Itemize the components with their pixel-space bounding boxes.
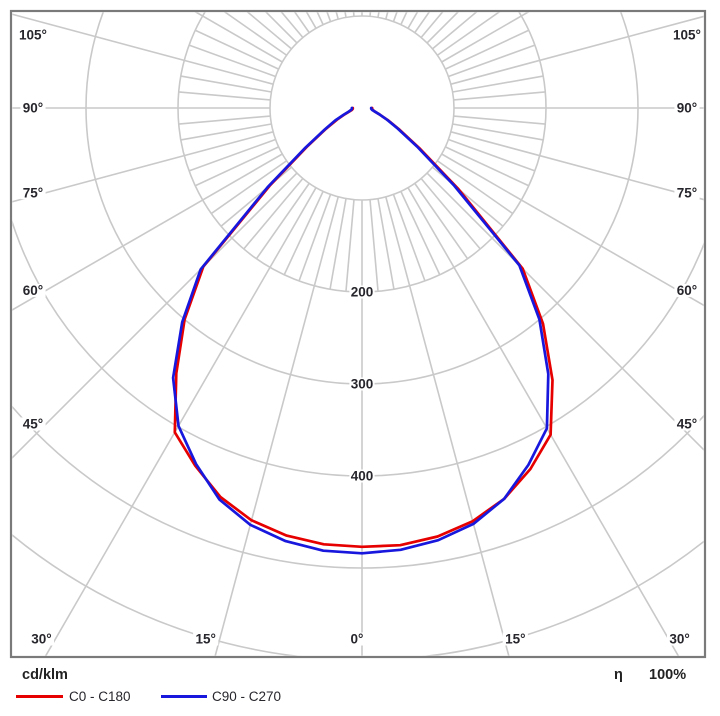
polar-grid	[12, 12, 704, 656]
grid-spoke-minor	[194, 29, 279, 70]
grid-spoke-minor	[453, 115, 546, 125]
angle-label-right: 90°	[677, 101, 697, 116]
angle-label-left: 75°	[23, 185, 43, 200]
grid-spoke-minor	[298, 194, 332, 282]
grid-spoke-minor	[329, 198, 347, 290]
grid-spoke-minor	[243, 177, 304, 250]
grid-spoke-minor	[188, 138, 276, 172]
ring-label: 200	[351, 285, 374, 300]
grid-spoke-minor	[210, 160, 288, 215]
grid-spoke-minor	[436, 12, 500, 56]
grid-spoke-minor	[283, 191, 324, 276]
grid-spoke-minor	[445, 146, 530, 187]
grid-spoke-major	[450, 131, 704, 201]
angle-label-right: 45°	[677, 417, 697, 432]
grid-spoke-major	[12, 131, 274, 203]
grid-spoke-minor	[224, 12, 288, 56]
grid-spoke-minor	[369, 199, 379, 292]
grid-spoke-minor	[180, 75, 272, 93]
angle-label-bottom: 30°	[669, 632, 689, 647]
angle-label-right: 60°	[677, 283, 697, 298]
grid-spoke-major	[450, 15, 704, 85]
grid-spoke-minor	[431, 12, 478, 50]
grid-spoke-major	[214, 196, 339, 656]
grid-spoke-major	[441, 153, 704, 307]
grid-spoke-minor	[414, 182, 469, 260]
grid-spoke-major	[12, 13, 274, 85]
grid-spoke-minor	[180, 123, 272, 141]
grid-spoke-minor	[178, 115, 271, 125]
angle-label-left: 105°	[19, 28, 47, 43]
grid-spoke-minor	[452, 75, 544, 93]
angle-label-bottom: 30°	[31, 632, 51, 647]
chart-frame	[9, 9, 707, 659]
angle-label-right: 75°	[677, 185, 697, 200]
polar-chart: 200 300 400 0° 15° 15° 30° 30° 45° 45° 60° 60° 75° 75…	[0, 0, 720, 660]
angle-label-left: 60°	[23, 283, 43, 298]
ring-label: 400	[351, 469, 374, 484]
curves	[171, 106, 554, 555]
legend-swatch-c0-c180	[16, 695, 63, 698]
grid-spoke-minor	[445, 29, 530, 70]
legend-swatch-c90-c270	[161, 695, 207, 698]
grid-spoke-minor	[255, 182, 310, 260]
grid-spoke-minor	[345, 199, 355, 292]
grid-spoke-major	[407, 187, 680, 656]
legend-label-c90-c270: C90 - C270	[212, 689, 282, 704]
grid-spoke-minor	[392, 194, 426, 282]
grid-spoke-minor	[246, 12, 293, 50]
grid-spoke-major	[426, 172, 704, 451]
grid-spoke-minor	[448, 138, 536, 172]
unit-label: cd/klm	[22, 667, 68, 683]
grid-spoke-major	[12, 172, 298, 459]
angle-label-right: 105°	[673, 28, 701, 43]
grid-spoke-minor	[420, 177, 481, 250]
chart-background	[0, 0, 720, 660]
grid-spoke-major	[12, 153, 283, 311]
angle-label-bottom: 15°	[196, 632, 216, 647]
grid-spoke-minor	[453, 91, 546, 101]
grid-spoke-major	[385, 196, 510, 656]
grid-spoke-minor	[414, 12, 430, 34]
angle-label-left: 90°	[23, 101, 43, 116]
grid-spoke-minor	[448, 44, 536, 78]
ring-label: 300	[351, 377, 374, 392]
angle-label-left: 45°	[23, 417, 43, 432]
grid-spoke-minor	[420, 12, 444, 39]
grid-spoke-minor	[452, 123, 544, 141]
angle-label-bottom: 0°	[351, 632, 364, 647]
efficiency-symbol: η	[614, 667, 623, 683]
grid-spoke-minor	[280, 12, 304, 39]
grid-spoke-minor	[436, 160, 514, 215]
grid-spoke-minor	[178, 91, 271, 101]
curve-c90-c270	[171, 106, 550, 555]
angle-label-bottom: 15°	[505, 632, 525, 647]
grid-spoke-minor	[400, 191, 441, 276]
grid-spoke-minor	[294, 12, 310, 34]
grid-spoke-minor	[377, 198, 395, 290]
grid-spoke-major	[44, 187, 317, 656]
axis-labels: 200 300 400 0° 15° 15° 30° 30° 45° 45° 60° 60° 75° 75…	[16, 28, 704, 647]
grid-spoke-minor	[194, 146, 279, 187]
efficiency-value: 100%	[649, 667, 687, 683]
legend-label-c0-c180: C0 - C180	[69, 689, 131, 704]
grid-spoke-minor	[188, 44, 276, 78]
